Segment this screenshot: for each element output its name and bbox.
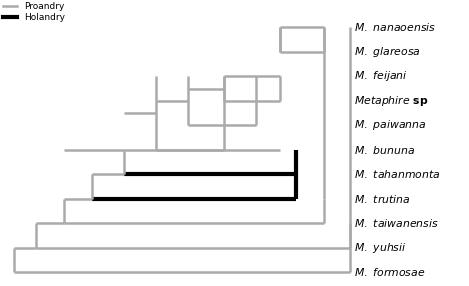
Text: $\mathit{M.}$ $\mathit{tahanmonta}$: $\mathit{M.}$ $\mathit{tahanmonta}$ (354, 168, 440, 180)
Text: $\mathit{M.}$ $\mathit{yuhsii}$: $\mathit{M.}$ $\mathit{yuhsii}$ (354, 241, 406, 255)
Text: $\mathit{M.}$ $\mathit{nanaoensis}$: $\mathit{M.}$ $\mathit{nanaoensis}$ (354, 21, 436, 33)
Text: $\mathit{M.}$ $\mathit{taiwanensis}$: $\mathit{M.}$ $\mathit{taiwanensis}$ (354, 217, 439, 229)
Text: $\mathit{Metaphire}$ $\mathbf{sp}$: $\mathit{Metaphire}$ $\mathbf{sp}$ (354, 94, 428, 108)
Text: $\mathit{M.}$ $\mathit{bununa}$: $\mathit{M.}$ $\mathit{bununa}$ (354, 144, 415, 156)
Text: $\mathit{M.}$ $\mathit{trutina}$: $\mathit{M.}$ $\mathit{trutina}$ (354, 193, 410, 205)
Text: $\mathit{M.}$ $\mathit{feijani}$: $\mathit{M.}$ $\mathit{feijani}$ (354, 69, 408, 84)
Text: $\mathit{M.}$ $\mathit{formosae}$: $\mathit{M.}$ $\mathit{formosae}$ (354, 266, 425, 278)
Text: $\mathit{M.}$ $\mathit{paiwanna}$: $\mathit{M.}$ $\mathit{paiwanna}$ (354, 118, 426, 132)
Text: $\mathit{M.}$ $\mathit{glareosa}$: $\mathit{M.}$ $\mathit{glareosa}$ (354, 45, 421, 59)
Legend: Proandry, Holandry: Proandry, Holandry (0, 0, 68, 25)
